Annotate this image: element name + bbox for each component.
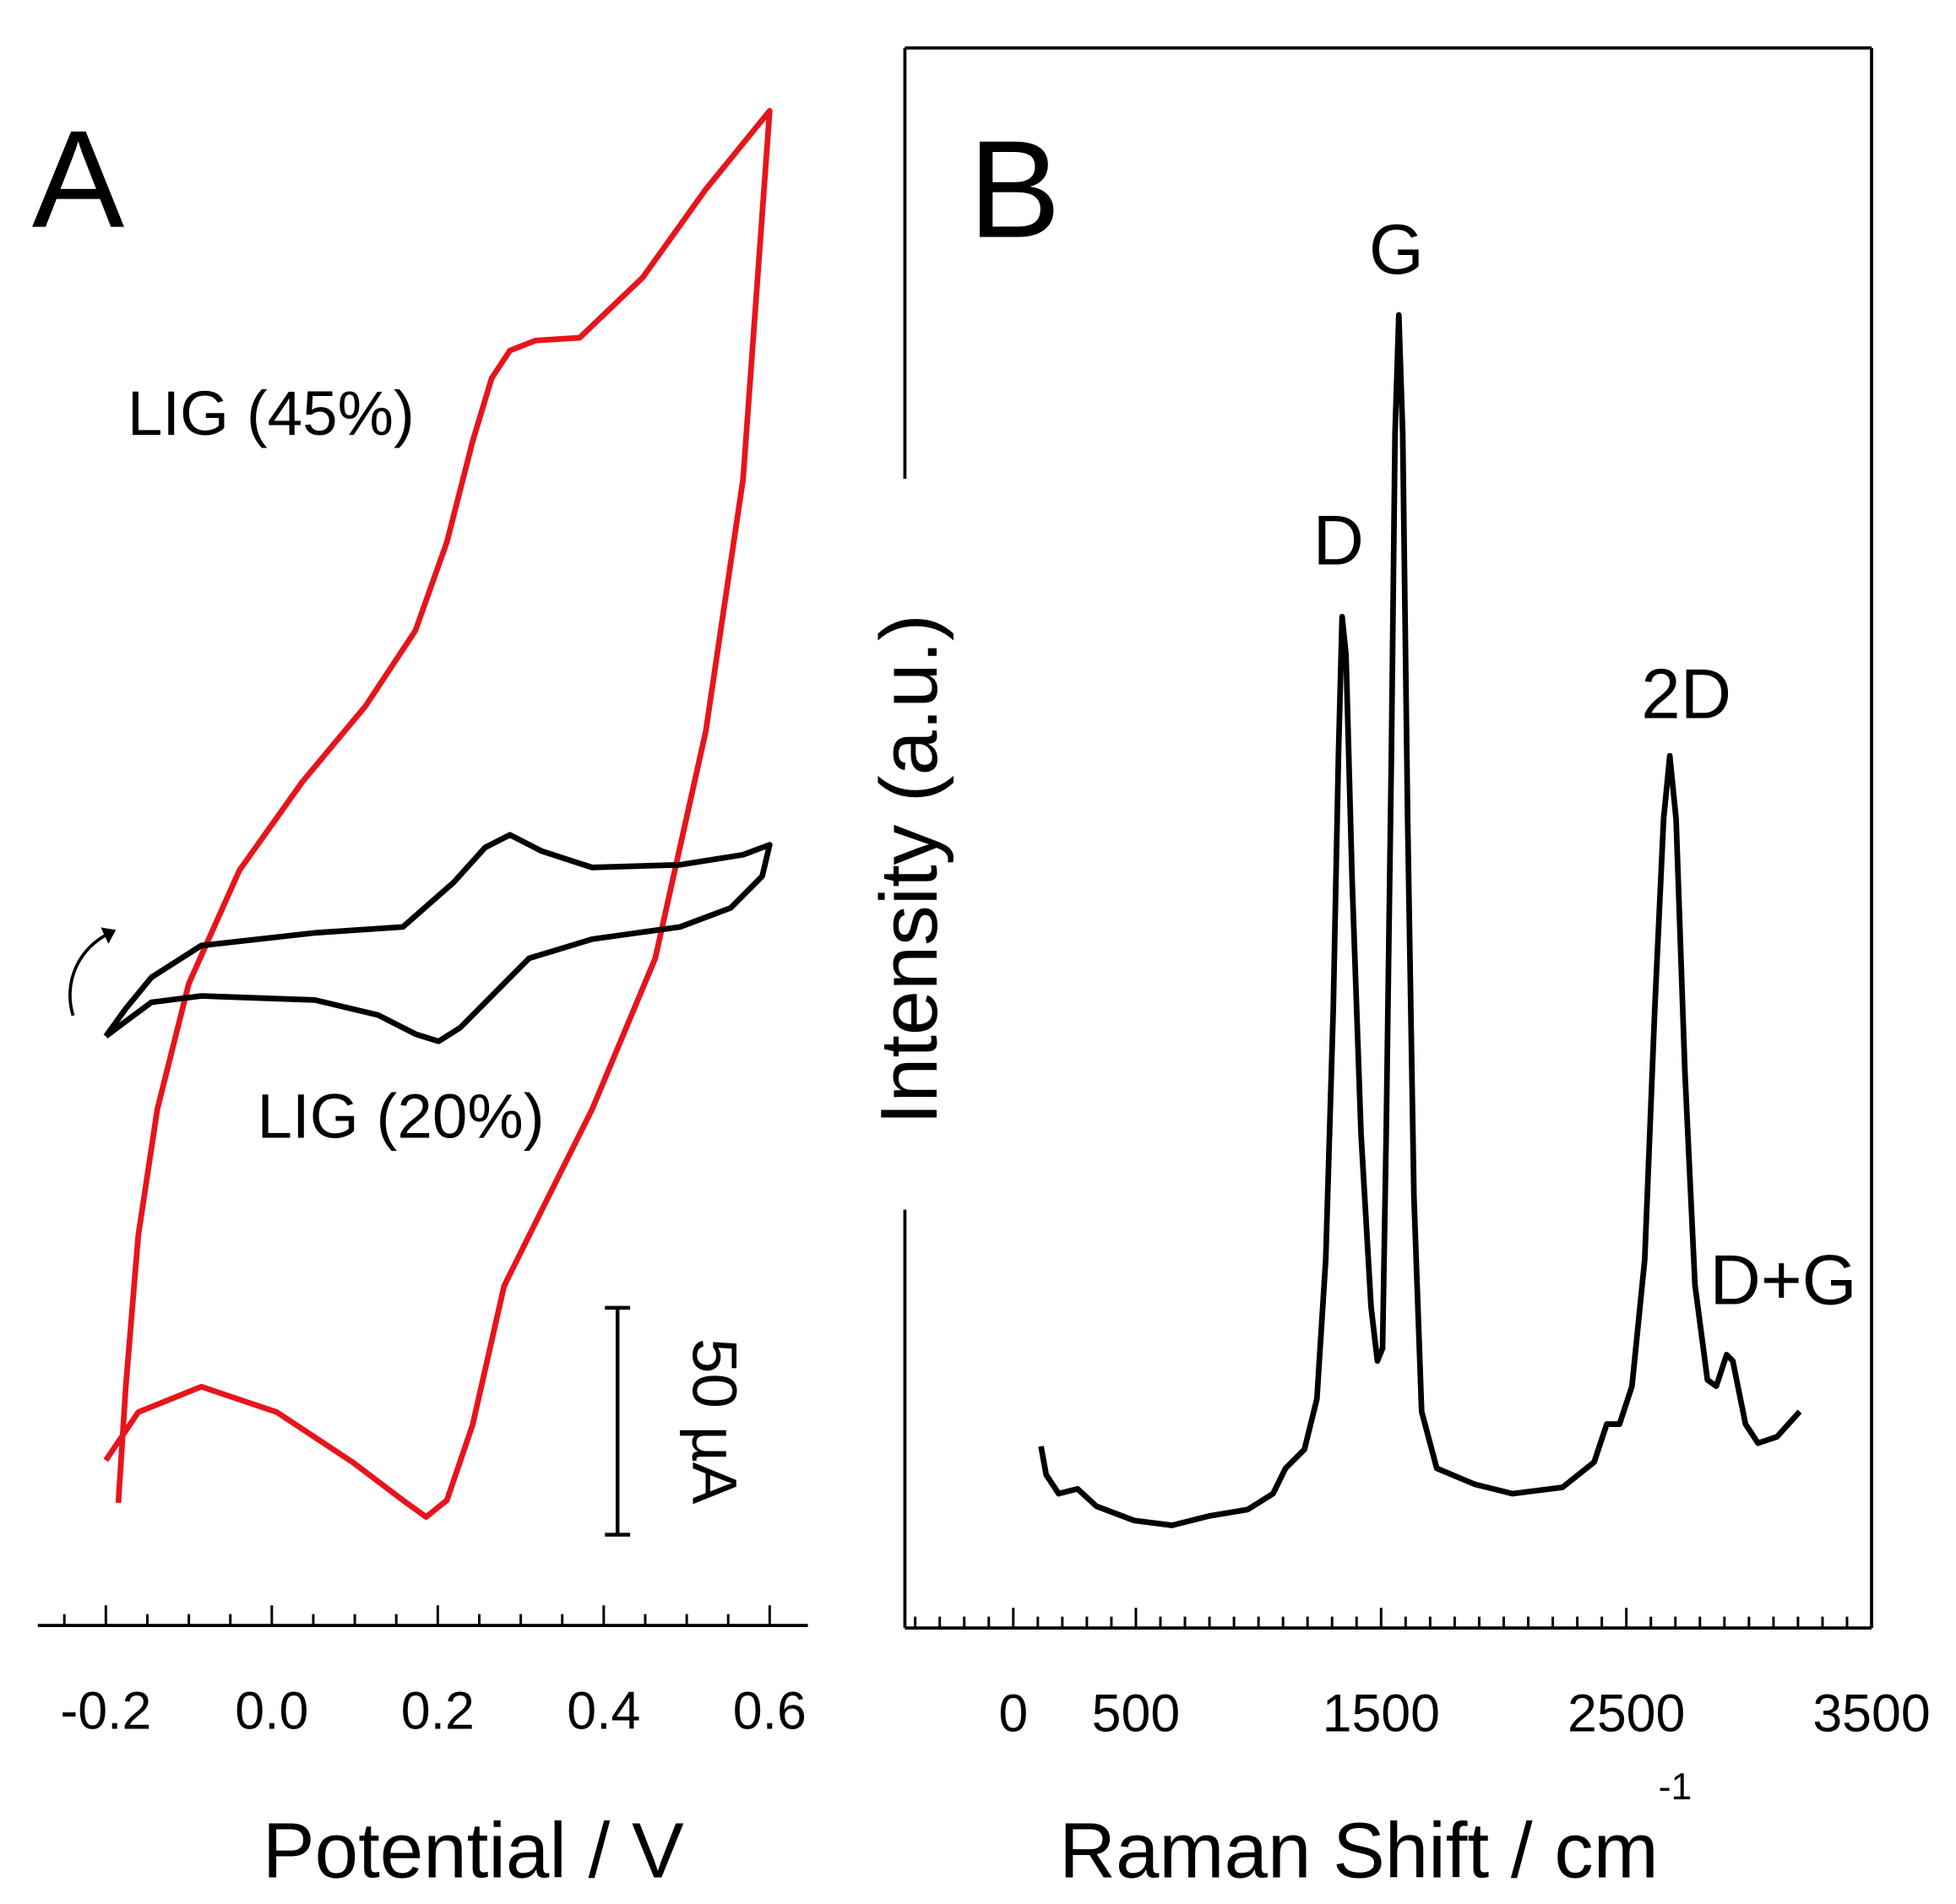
x-tick-label: -0.2 (60, 1681, 151, 1740)
x-tick-label: 1500 (1323, 1684, 1440, 1743)
peak-label: 2D (1641, 654, 1731, 734)
peak-label: D+G (1709, 1240, 1856, 1320)
x-tick-label: 0 (998, 1684, 1028, 1743)
x-axis-label: Raman Shift / cm-1 (1059, 1766, 1692, 1895)
sweep-arrowhead (101, 927, 117, 944)
sweep-arrow (68, 930, 112, 1017)
data-line (1038, 312, 1802, 1528)
peak-label: D (1313, 501, 1364, 580)
x-tick-label: 0.6 (733, 1681, 807, 1740)
x-tick-label: 2500 (1568, 1684, 1685, 1743)
x-tick-label: 0.4 (567, 1681, 640, 1740)
data-line (103, 832, 773, 1044)
x-tick-label: 0.2 (401, 1681, 475, 1740)
scale-bar-label: 50 µA (680, 1338, 751, 1505)
series-label: LIG (45%) (128, 377, 415, 448)
series-label: LIG (20%) (258, 1081, 545, 1152)
x-axis-label-sup: -1 (1659, 1766, 1692, 1808)
x-axis-label: Potential / V (263, 1807, 684, 1895)
peak-label: G (1369, 209, 1424, 289)
y-axis-label: Intensity (a.u.) (865, 614, 954, 1125)
x-tick-label: 0.0 (235, 1681, 308, 1740)
panel-label: A (32, 101, 125, 257)
x-axis-label-text: Raman Shift / cm (1059, 1807, 1658, 1895)
x-tick-label: 3500 (1812, 1684, 1930, 1743)
panel-label: B (969, 111, 1061, 267)
x-tick-label: 500 (1092, 1684, 1181, 1743)
data-line (103, 107, 773, 1520)
